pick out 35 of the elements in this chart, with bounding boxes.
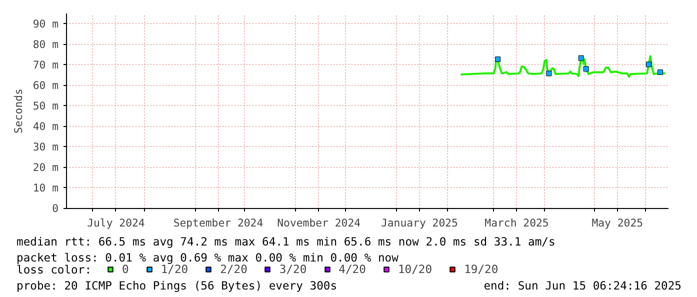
x-tick-label: July 2024: [87, 216, 145, 230]
y-axis-title: Seconds: [12, 88, 25, 134]
point: [546, 70, 552, 76]
y-tick-label: 60 m: [32, 78, 59, 92]
point: [646, 62, 652, 68]
y-tick-label: 30 m: [32, 140, 59, 154]
legend-title: loss color:: [16, 262, 92, 276]
y-tick-label: 50 m: [32, 99, 59, 112]
x-tick-label: May 2025: [592, 216, 644, 230]
text: packet loss: 0.01 % avg 0.69 % max 0.00 % min 0.00 % now: [16, 250, 399, 264]
y-tick-label: 70 m: [32, 58, 59, 72]
legend-label: 0: [122, 262, 129, 276]
y-tick-label: 10 m: [32, 181, 59, 194]
x-tick-label: January 2025: [380, 216, 458, 230]
x-tick-label: September 2024: [173, 216, 264, 230]
x-tick-label: March 2025: [484, 216, 549, 230]
point: [658, 69, 664, 75]
y-tick-label: 40 m: [32, 120, 59, 133]
legend-label: 10/20: [398, 262, 432, 276]
text: end: Sun Jun 15 06:24:16 2025: [484, 278, 682, 292]
legend-label: 2/20: [220, 262, 248, 276]
y-tick-label: 0: [52, 202, 59, 215]
legend-label: 19/20: [464, 262, 498, 276]
x-tick-label: November 2024: [277, 216, 361, 230]
text: probe: 20 ICMP Echo Pings (56 Bytes) every 300s: [16, 278, 338, 292]
point: [578, 55, 584, 61]
text: median rtt: 66.5 ms avg 74.2 ms max 64.1 ms min 65.6 ms now 2.0 ms sd 33.1 am/s: [16, 234, 556, 248]
point: [495, 56, 501, 62]
legend-label: 3/20: [279, 262, 307, 276]
point: [583, 66, 589, 72]
y-tick-label: 90 m: [32, 17, 59, 30]
line-series: [460, 55, 666, 78]
legend-label: 4/20: [338, 262, 366, 276]
y-tick-label: 20 m: [32, 160, 59, 174]
y-tick-label: 80 m: [32, 38, 59, 51]
